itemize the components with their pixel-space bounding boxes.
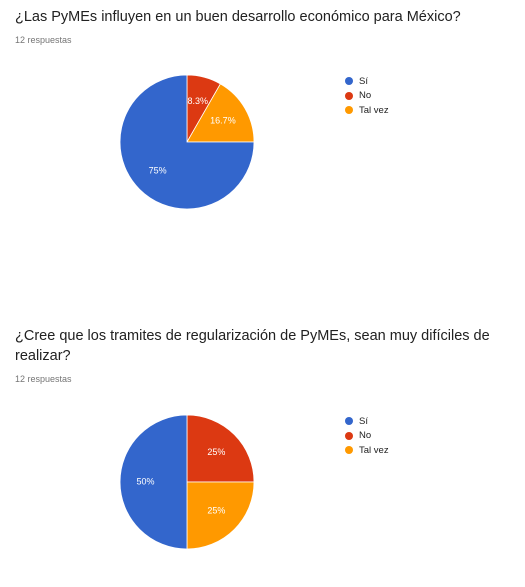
legend-label: No: [359, 430, 372, 442]
pie-chart: 25% 25% 50%: [119, 414, 255, 550]
pie-slice-si: [119, 414, 188, 550]
pie-slice-tal-vez: [186, 481, 255, 550]
legend-item-no: No: [345, 89, 389, 104]
pie-slice-tal-vez: [186, 83, 255, 143]
pie-slice-si: [119, 74, 255, 210]
legend-label: Tal vez: [359, 444, 389, 456]
legend-dot: [345, 91, 353, 100]
legend-label: Tal vez: [359, 104, 389, 116]
legend-item-tal-vez: Tal vez: [345, 443, 389, 458]
pie-slice-label: 50%: [136, 476, 154, 486]
legend-item-si: Sí: [345, 414, 389, 429]
legend-label: Sí: [359, 415, 368, 427]
pie-chart: 8.3%16.7% 75%: [119, 74, 255, 210]
legend-dot: [345, 417, 353, 426]
chart-card-2: ¿Cree que los tramites de regularización…: [0, 320, 525, 587]
pie-slice-label: 75%: [149, 166, 167, 176]
pie-slice-label: 25%: [207, 506, 225, 516]
pie-slice-label: 8.3%: [187, 96, 208, 106]
legend-label: No: [359, 90, 372, 102]
legend-dot: [345, 446, 353, 455]
pie-slice-no: [186, 414, 255, 483]
legend-item-no: No: [345, 429, 389, 444]
legend-item-si: Sí: [345, 74, 389, 89]
legend-item-tal-vez: Tal vez: [345, 103, 389, 118]
chart-legend: Sí No Tal vez: [345, 74, 389, 118]
pie-slice-label: 16.7%: [210, 116, 236, 126]
legend-dot: [345, 77, 353, 86]
legend-dot: [345, 431, 353, 440]
legend-dot: [345, 106, 353, 115]
response-count: 12 respuestas: [15, 35, 72, 45]
chart-title: ¿Las PyMEs influyen en un buen desarroll…: [15, 9, 461, 25]
response-count: 12 respuestas: [15, 374, 72, 384]
pie-slice-label: 25%: [207, 447, 225, 457]
chart-card-1: ¿Las PyMEs influyen en un buen desarroll…: [15, 9, 461, 210]
chart-legend: Sí No Tal vez: [345, 414, 389, 458]
chart-title: ¿Cree que los tramites de regularización…: [15, 328, 490, 364]
legend-label: Sí: [359, 75, 368, 87]
